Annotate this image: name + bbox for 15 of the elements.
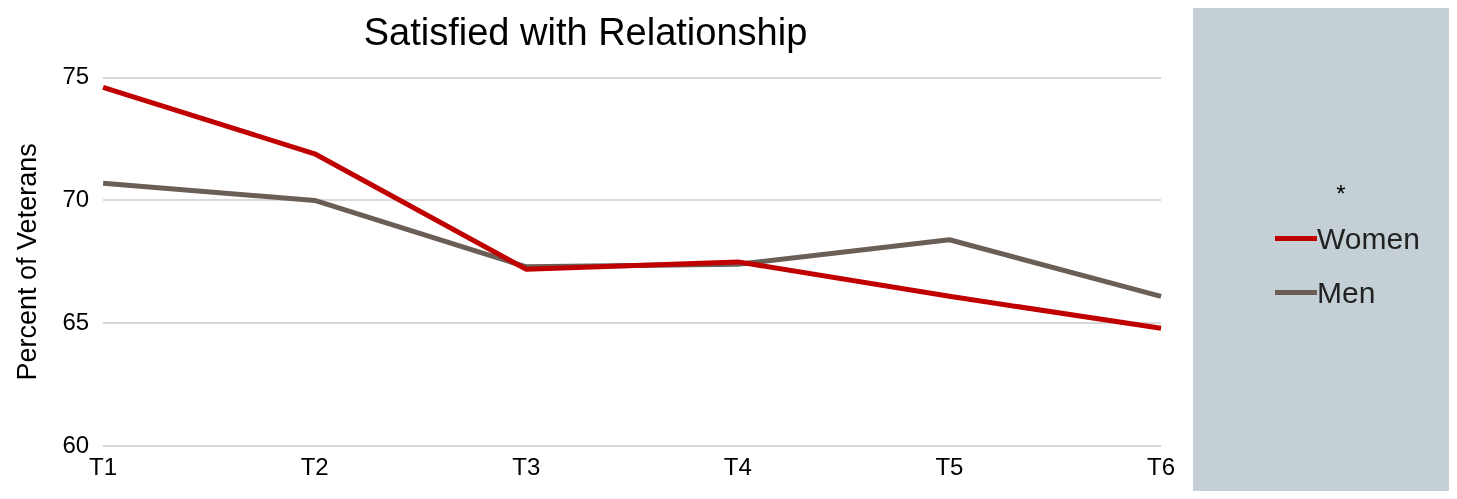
x-tick-label: T1: [89, 453, 118, 481]
y-axis-title: Percent of Veterans: [11, 143, 42, 381]
x-tick-label: T4: [723, 453, 752, 481]
y-tick-label: 60: [62, 430, 90, 458]
y-tick-label: 65: [62, 307, 90, 335]
x-tick-label: T6: [1146, 453, 1175, 481]
chart-title: Satisfied with Relationship: [363, 11, 808, 54]
legend-label: Women: [1317, 221, 1420, 256]
x-tick-label: T5: [935, 453, 964, 481]
x-tick-label: T2: [300, 453, 329, 481]
legend-label: Men: [1317, 275, 1376, 310]
x-tick-label: T3: [512, 453, 541, 481]
y-tick-label: 70: [62, 185, 90, 213]
y-tick-label: 75: [62, 62, 90, 90]
text: *: [1336, 179, 1346, 207]
